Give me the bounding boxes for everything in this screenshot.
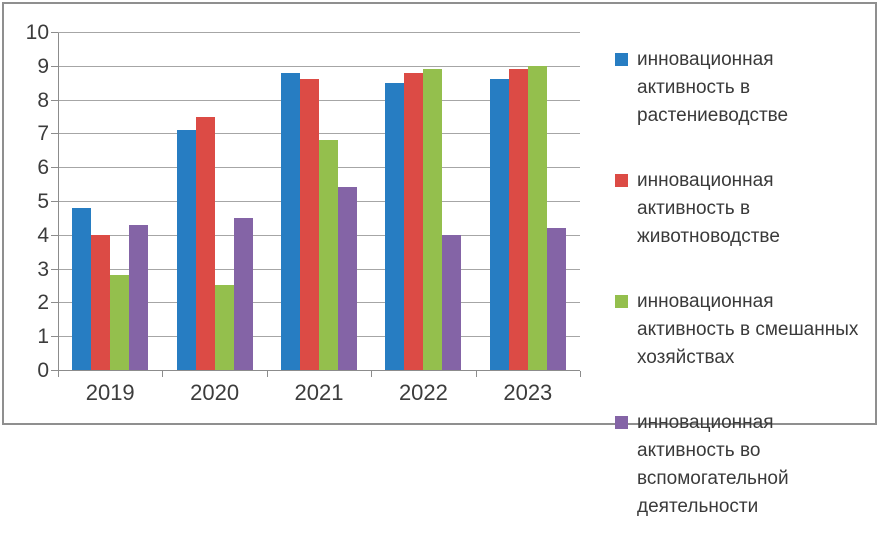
legend-item: инновационная активность во вспомогатель…: [615, 409, 873, 521]
y-tick: [51, 268, 58, 270]
y-tick: [51, 65, 58, 67]
bar: [385, 83, 404, 370]
y-tick-label: 7: [37, 122, 49, 146]
x-axis-line: [58, 370, 580, 371]
y-tick-label: 9: [37, 54, 49, 78]
x-category-label: 2022: [398, 380, 448, 405]
x-tick: [58, 371, 59, 377]
y-tick: [51, 302, 58, 304]
y-tick: [51, 336, 58, 338]
y-tick: [51, 201, 58, 202]
chart-frame: 0 1 2 3 4 5 6 7 8 9 10 2019 2020 2021 2022 2023 иннова…: [2, 2, 877, 517]
x-tick: [267, 371, 268, 377]
bar: [215, 285, 234, 370]
x-tick: [580, 371, 581, 377]
bar: [490, 79, 509, 370]
legend-swatch: [615, 416, 628, 429]
y-tick: [51, 99, 58, 101]
gridline: [58, 133, 580, 135]
y-tick: [51, 133, 58, 135]
y-tick-label: 10: [25, 21, 49, 44]
bar: [404, 73, 423, 370]
legend-item: инновационная активность в растениеводст…: [615, 46, 873, 130]
legend-swatch: [615, 174, 628, 187]
bar: [129, 225, 148, 370]
chart-screenshot: { "chart_data": { "type": "bar", "catego…: [2, 2, 877, 517]
gridline: [58, 99, 580, 101]
bar: [338, 187, 357, 370]
y-tick: [51, 167, 58, 169]
legend-item: инновационная активность в животноводств…: [615, 167, 873, 251]
x-category-label: 2021: [294, 380, 344, 405]
x-category-label: 2019: [85, 380, 135, 405]
legend-swatch: [615, 295, 628, 308]
y-tick: [51, 32, 58, 33]
y-tick: [51, 370, 58, 371]
bar: [91, 235, 110, 370]
legend-label: инновационная активность в смешанных хоз…: [637, 291, 859, 368]
legend-label: инновационная активность в животноводств…: [637, 170, 780, 247]
x-tick: [476, 371, 477, 377]
plot-area: [51, 32, 581, 377]
legend-label: инновационная активность в растениеводст…: [637, 49, 789, 126]
legend-swatch: [615, 53, 628, 66]
bar: [509, 69, 528, 370]
y-tick-label: 0: [37, 359, 49, 382]
x-category-label: 2023: [503, 380, 553, 405]
bar: [177, 130, 196, 370]
y-tick-label: 5: [37, 190, 49, 213]
bar: [442, 235, 461, 370]
legend-label: инновационная активность во вспомогатель…: [637, 412, 789, 517]
y-axis-line: [58, 33, 59, 372]
y-tick-label: 3: [37, 257, 49, 281]
gridline: [58, 32, 580, 33]
x-axis-labels: 2019 2020 2021 2022 2023: [58, 380, 580, 406]
bar: [110, 275, 129, 370]
x-category-label: 2020: [190, 380, 240, 405]
bar: [423, 69, 442, 370]
y-tick-label: 1: [37, 325, 49, 349]
bar: [528, 66, 547, 370]
bar: [196, 117, 215, 370]
bar: [72, 208, 91, 370]
bar: [300, 79, 319, 370]
x-tick: [162, 371, 163, 377]
gridline: [58, 65, 580, 67]
y-tick-label: 6: [37, 156, 49, 180]
bar: [319, 140, 338, 370]
y-tick-label: 8: [37, 88, 49, 112]
legend: инновационная активность в растениеводст…: [615, 46, 873, 558]
x-tick: [371, 371, 372, 377]
bar: [234, 218, 253, 370]
bar: [547, 228, 566, 370]
y-tick: [51, 234, 58, 236]
y-axis-labels: 0 1 2 3 4 5 6 7 8 9 10: [4, 21, 49, 382]
y-tick-label: 2: [37, 291, 49, 315]
legend-item: инновационная активность в смешанных хоз…: [615, 288, 873, 372]
bar: [281, 73, 300, 370]
y-tick-label: 4: [37, 223, 49, 247]
